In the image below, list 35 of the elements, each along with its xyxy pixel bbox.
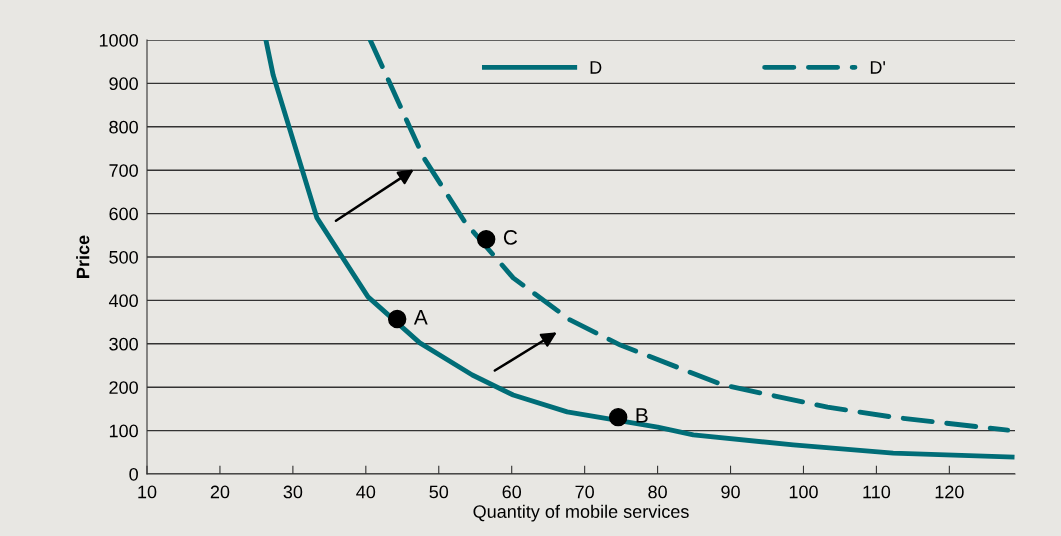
point	[608, 407, 628, 427]
x-tick-label: 50	[429, 485, 449, 499]
x-tick-label: 30	[283, 485, 303, 499]
x-tick-label: 60	[502, 485, 522, 499]
x-axis-title: Quantity of mobile services	[473, 504, 689, 522]
y-tick-label: 1000	[99, 33, 138, 47]
y-tick-label: 800	[109, 120, 138, 134]
point	[387, 309, 407, 329]
y-tick-label: 400	[108, 294, 138, 308]
annotation: C	[503, 230, 518, 245]
line-series	[263, 40, 1015, 460]
y-tick-label: 300	[109, 337, 138, 351]
x-tick-label: 70	[575, 485, 594, 499]
x-tick-label: 10	[138, 485, 157, 499]
x-tick-label: 20	[210, 485, 230, 499]
y-tick-label: 600	[109, 207, 138, 221]
legend-label: D	[590, 61, 602, 74]
y-tick-label: 700	[109, 164, 138, 177]
x-tick-label: 100	[789, 485, 818, 499]
annotation: B	[636, 408, 648, 423]
x-tick-label: 80	[648, 485, 667, 499]
y-tick-label: 100	[109, 424, 138, 438]
y-axis-title: Price	[76, 235, 90, 278]
legend-label: D'	[870, 61, 885, 74]
x-tick-label: 120	[935, 485, 964, 499]
x-tick-label: 40	[356, 485, 376, 499]
point	[476, 230, 496, 249]
x-tick-label: 110	[863, 485, 891, 499]
y-tick-label: 0	[129, 467, 138, 481]
y-tick-label: 500	[109, 250, 138, 264]
x-tick-label: 90	[721, 485, 740, 499]
line-series	[367, 40, 1011, 433]
annotation: A	[413, 310, 428, 325]
y-tick-label: 200	[109, 381, 138, 394]
y-tick-label: 900	[109, 77, 138, 91]
